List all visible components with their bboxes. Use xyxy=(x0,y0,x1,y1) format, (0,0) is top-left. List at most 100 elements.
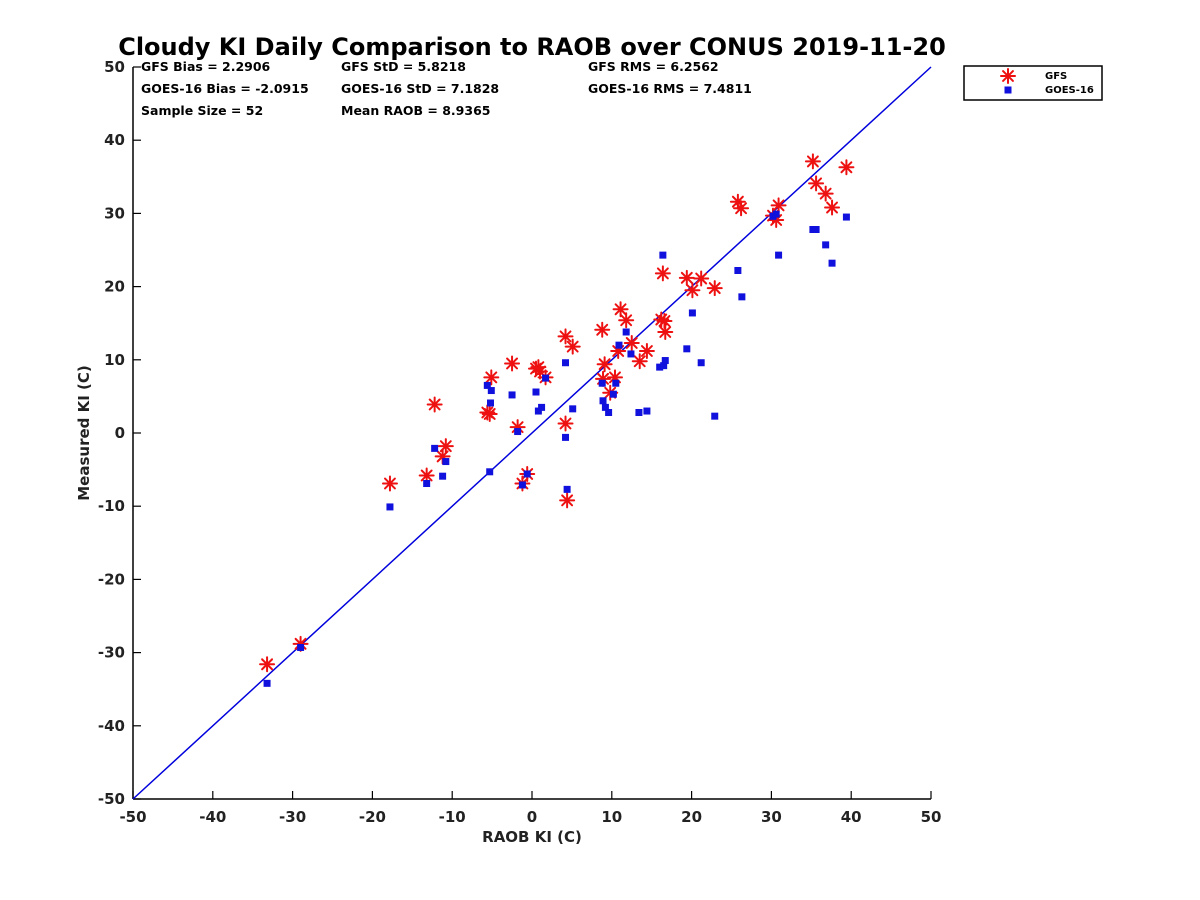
x-tick-label: 50 xyxy=(921,808,942,826)
asterisk-stroke xyxy=(439,440,452,453)
gfs-point xyxy=(706,280,723,297)
goes-16-point xyxy=(812,226,820,234)
identity-line xyxy=(132,66,932,800)
goes-16-point xyxy=(772,210,780,218)
asterisk-stroke xyxy=(261,658,274,671)
legend-box xyxy=(963,65,1103,101)
legend-marker-goes-16 xyxy=(1004,86,1012,94)
statistics-panel: GFS Bias = 2.2906 GFS StD = 5.8218 GFS R… xyxy=(141,59,752,118)
stat-gfs-std: GFS StD = 5.8218 xyxy=(341,59,466,74)
gfs-point xyxy=(483,369,500,386)
asterisk-stroke xyxy=(806,155,819,168)
goes-16-point xyxy=(483,381,491,389)
x-tick-label: 10 xyxy=(601,808,622,826)
gfs-point xyxy=(656,313,673,330)
asterisk-stroke xyxy=(810,177,823,190)
goes-16-point xyxy=(643,407,651,415)
goes-16-point xyxy=(822,241,830,249)
asterisk-stroke xyxy=(620,314,633,327)
gfs-point xyxy=(817,185,834,202)
asterisk-stroke xyxy=(420,469,433,482)
goes-16-point xyxy=(431,444,439,452)
goes-16-point xyxy=(661,357,669,365)
asterisk-stroke xyxy=(656,267,669,280)
chart-title: Cloudy KI Daily Comparison to RAOB over … xyxy=(118,33,946,61)
legend-label-goes-16: GOES-16 xyxy=(1045,85,1094,96)
goes-16-point xyxy=(828,259,836,267)
gfs-point xyxy=(596,356,613,373)
asterisk-stroke xyxy=(680,271,693,284)
goes-16-point xyxy=(697,359,705,367)
x-tick-label: 40 xyxy=(841,808,862,826)
asterisk-stroke xyxy=(826,201,838,214)
gfs-point xyxy=(623,334,640,351)
asterisk-stroke xyxy=(598,358,611,371)
gfs-point xyxy=(838,159,855,176)
x-tick-label: -20 xyxy=(359,808,386,826)
gfs-point xyxy=(564,338,581,355)
gfs-point xyxy=(259,656,276,673)
goes-16-point xyxy=(635,409,643,417)
asterisk-stroke xyxy=(534,365,546,378)
goes-16-point xyxy=(542,374,550,382)
asterisk-stroke xyxy=(819,187,832,200)
x-axis-label: RAOB KI (C) xyxy=(482,828,582,846)
goes-16-point xyxy=(609,390,617,398)
gfs-point xyxy=(654,265,671,282)
goes-16-point xyxy=(532,388,540,396)
gfs-point xyxy=(437,438,454,455)
asterisk-stroke xyxy=(428,398,441,411)
goes-16-point xyxy=(439,472,447,480)
asterisk-stroke xyxy=(559,330,572,343)
y-tick-label: 20 xyxy=(104,278,125,296)
asterisk-stroke xyxy=(1002,70,1014,82)
goes-16-point xyxy=(660,362,668,370)
y-tick-label: 10 xyxy=(104,351,125,369)
goes-16-point xyxy=(386,503,394,511)
gfs-point xyxy=(612,301,629,318)
asterisk-stroke xyxy=(659,326,672,338)
stat-gfs-bias: GFS Bias = 2.2906 xyxy=(141,59,271,74)
gfs-point xyxy=(684,282,701,299)
gfs-point xyxy=(559,492,576,509)
stat-gfs-rms: GFS RMS = 6.2562 xyxy=(588,59,719,74)
axes: -50 -40 -30 -20 -10 0 10 20 30 40 50 -50 -40 -30 -20 -1… xyxy=(98,58,942,826)
goes-16-point xyxy=(508,391,516,399)
stat-goes-std: GOES-16 StD = 7.1828 xyxy=(341,81,499,96)
asterisk-stroke xyxy=(485,371,498,384)
y-tick-label: 30 xyxy=(104,204,125,222)
gfs-point xyxy=(808,175,825,192)
gfs-point xyxy=(594,321,611,338)
asterisk-stroke xyxy=(532,361,545,374)
gfs-point xyxy=(557,415,574,432)
goes-16-point xyxy=(486,468,494,476)
asterisk-stroke xyxy=(731,195,744,208)
goes-16-point xyxy=(569,405,577,413)
goes-16-point xyxy=(659,251,667,259)
goes-16-point xyxy=(599,397,607,405)
goes-16-point xyxy=(612,379,620,387)
goes-16-point xyxy=(487,399,495,407)
goes-16-point xyxy=(622,328,630,336)
goes-16-point xyxy=(601,403,609,411)
asterisk-stroke xyxy=(772,199,785,212)
goes-16-point xyxy=(423,480,431,488)
asterisk-stroke xyxy=(384,477,396,490)
goes-16-point xyxy=(842,213,850,221)
goes-16-point xyxy=(656,363,664,371)
asterisk-stroke xyxy=(735,202,748,215)
legend: GFS GOES-16 xyxy=(963,65,1103,101)
gfs-point xyxy=(631,353,648,370)
y-tick-label: -40 xyxy=(98,717,125,735)
goes-16-point xyxy=(534,407,542,415)
y-axis-label: Measured KI (C) xyxy=(75,365,93,501)
asterisk-stroke xyxy=(625,337,638,349)
series-goes-16 xyxy=(263,210,850,687)
goes-16-point xyxy=(563,485,571,493)
asterisk-stroke xyxy=(658,315,671,327)
gfs-point xyxy=(824,199,841,216)
x-tick-label: -10 xyxy=(439,808,466,826)
stat-mean-raob: Mean RAOB = 8.9365 xyxy=(341,103,490,118)
stat-goes-rms: GOES-16 RMS = 7.4811 xyxy=(588,81,752,96)
goes-16-point xyxy=(605,409,613,417)
